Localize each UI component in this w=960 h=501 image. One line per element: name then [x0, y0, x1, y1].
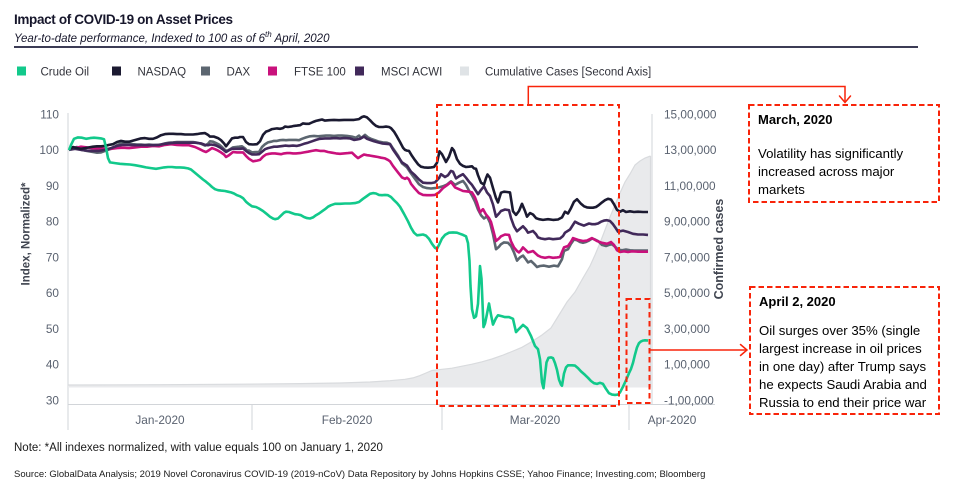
svg-text:NASDAQ: NASDAQ [138, 67, 187, 79]
svg-text:80: 80 [46, 215, 60, 229]
svg-text:40: 40 [46, 358, 60, 372]
svg-text:13,00,000: 13,00,000 [664, 143, 717, 157]
svg-text:15,00,000: 15,00,000 [664, 108, 717, 122]
svg-text:Jan-2020: Jan-2020 [135, 413, 185, 427]
svg-text:5,00,000: 5,00,000 [664, 286, 710, 300]
svg-text:MSCI ACWI: MSCI ACWI [381, 67, 442, 79]
svg-text:DAX: DAX [227, 67, 251, 79]
svg-text:Crude Oil: Crude Oil [41, 67, 90, 79]
svg-text:90: 90 [46, 179, 60, 193]
svg-text:Index, Normalized*: Index, Normalized* [21, 182, 33, 285]
svg-text:60: 60 [46, 286, 60, 300]
svg-text:FTSE 100: FTSE 100 [294, 67, 346, 79]
svg-text:Mar-2020: Mar-2020 [510, 413, 561, 427]
svg-text:Confirmed cases: Confirmed cases [712, 199, 726, 300]
svg-text:1,00,000: 1,00,000 [664, 358, 710, 372]
svg-text:11,00,000: 11,00,000 [664, 179, 716, 193]
svg-text:Apr-2020: Apr-2020 [648, 413, 697, 427]
svg-text:Feb-2020: Feb-2020 [322, 413, 373, 427]
svg-text:Cumulative Cases [Second Axis]: Cumulative Cases [Second Axis] [485, 67, 651, 79]
svg-text:7,00,000: 7,00,000 [664, 250, 710, 264]
svg-text:9,00,000: 9,00,000 [664, 215, 710, 229]
svg-text:50: 50 [46, 322, 60, 336]
svg-text:3,00,000: 3,00,000 [664, 322, 710, 336]
svg-text:100: 100 [39, 143, 59, 157]
svg-text:110: 110 [40, 108, 59, 122]
svg-text:-1,00,000: -1,00,000 [664, 393, 714, 407]
svg-text:70: 70 [46, 250, 60, 264]
svg-text:30: 30 [46, 393, 60, 407]
